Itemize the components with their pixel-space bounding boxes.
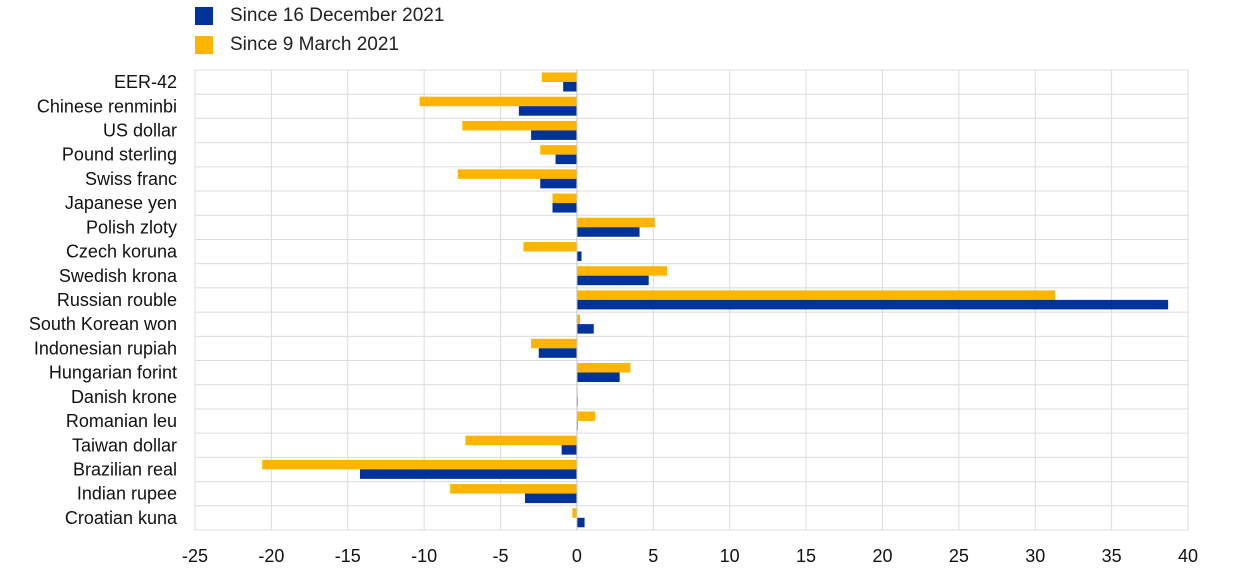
x-tick-label: 10 (720, 546, 740, 566)
x-tick-label: -15 (335, 546, 361, 566)
bar-series-2 (572, 508, 577, 518)
y-tick-label: Swedish krona (59, 266, 178, 286)
bar-series-1 (576, 227, 640, 237)
bar-series-2 (576, 314, 580, 325)
x-tick-label: -25 (182, 546, 208, 566)
bar-series-2 (531, 338, 577, 349)
x-tick-label: 35 (1102, 546, 1122, 566)
x-tick-label: 20 (872, 546, 892, 566)
bar-series-2 (576, 411, 596, 421)
legend-label-series-1: Since 16 December 2021 (230, 5, 445, 26)
y-tick-label: Russian rouble (57, 290, 177, 310)
x-tick-label: -20 (258, 546, 284, 566)
bar-series-2 (465, 435, 577, 446)
y-tick-label: Indian rupee (77, 484, 177, 504)
bar-series-1 (576, 251, 582, 261)
y-tick-label: Pound sterling (62, 145, 177, 165)
bar-series-2 (462, 120, 577, 131)
legend-label-series-2: Since 9 March 2021 (230, 34, 399, 55)
y-tick-label: Japanese yen (65, 193, 177, 213)
bar-series-1 (524, 493, 577, 504)
bar-series-2 (419, 96, 577, 107)
x-tick-label: 30 (1025, 546, 1045, 566)
bar-series-1 (563, 82, 577, 92)
y-tick-label: Danish krone (71, 387, 177, 407)
legend-swatch-series-2 (195, 36, 213, 54)
bar-series-1 (576, 517, 585, 528)
bar-series-1 (518, 106, 577, 116)
bar-series-2 (576, 217, 655, 228)
y-tick-label: Chinese renminbi (37, 96, 177, 116)
y-tick-label: South Korean won (29, 314, 177, 334)
legend-item-series-1: Since 16 December 2021 (195, 4, 444, 28)
bar-series-2 (450, 484, 577, 494)
bar-series-2 (576, 363, 631, 373)
bar-series-2 (457, 169, 577, 179)
bar-series-2 (576, 266, 668, 276)
y-tick-label: Indonesian rupiah (34, 338, 177, 358)
bar-series-1 (538, 348, 577, 358)
chart-legend: Since 16 December 2021 Since 9 March 202… (195, 4, 444, 62)
legend-item-series-2: Since 9 March 2021 (195, 33, 444, 57)
bar-series-1 (555, 154, 577, 165)
y-tick-label: Czech koruna (66, 242, 178, 262)
bar-series-1 (576, 275, 649, 286)
x-tick-label: 15 (796, 546, 816, 566)
x-tick-label: 40 (1178, 546, 1198, 566)
y-tick-label: Taiwan dollar (72, 435, 177, 455)
bar-series-1 (576, 324, 594, 334)
x-tick-label: -5 (493, 546, 509, 566)
legend-swatch-series-1 (195, 7, 213, 25)
y-tick-label: EER-42 (114, 72, 177, 92)
bar-series-1 (359, 469, 577, 479)
x-tick-label: 25 (949, 546, 969, 566)
x-tick-label: 5 (648, 546, 658, 566)
y-tick-label: Polish zloty (86, 217, 177, 237)
bar-series-1 (552, 203, 577, 213)
x-tick-label: 0 (572, 546, 582, 566)
bar-series-1 (576, 299, 1169, 310)
bar-series-2 (576, 290, 1056, 300)
y-tick-label: US dollar (103, 121, 177, 141)
bar-series-1 (576, 372, 620, 383)
bar-series-1 (540, 178, 577, 189)
x-tick-label: -10 (411, 546, 437, 566)
bar-series-2 (262, 459, 577, 470)
y-tick-label: Hungarian forint (49, 363, 177, 383)
bar-series-2 (541, 72, 577, 82)
bar-series-2 (540, 145, 577, 155)
y-tick-label: Swiss franc (85, 169, 177, 189)
bar-series-2 (523, 241, 577, 252)
y-tick-label: Romanian leu (66, 411, 177, 431)
bar-series-2 (552, 193, 577, 204)
bar-series-1 (531, 130, 577, 140)
bar-series-1 (561, 445, 577, 455)
y-tick-label: Croatian kuna (65, 508, 178, 528)
y-tick-label: Brazilian real (73, 459, 177, 479)
